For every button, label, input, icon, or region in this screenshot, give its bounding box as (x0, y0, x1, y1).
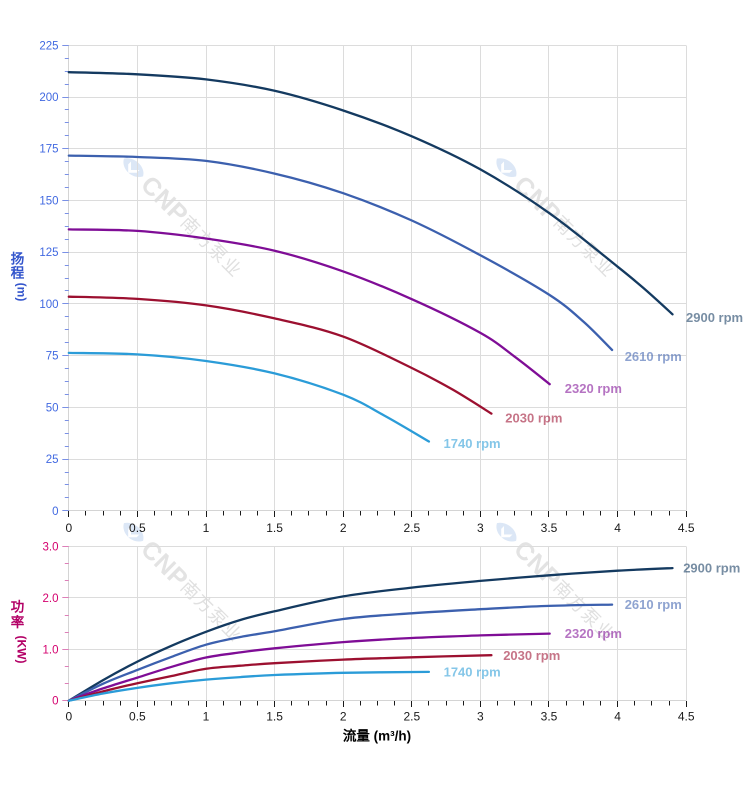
svg-text:4.5: 4.5 (678, 521, 695, 535)
svg-text:25: 25 (46, 454, 59, 466)
svg-text:0.5: 0.5 (129, 521, 146, 535)
svg-text:225: 225 (39, 40, 58, 52)
svg-text:3.5: 3.5 (541, 521, 558, 535)
svg-text:流量 (m³/h): 流量 (m³/h) (343, 728, 411, 744)
svg-text:率: 率 (11, 614, 25, 630)
svg-text:3: 3 (477, 710, 484, 724)
svg-text:75: 75 (46, 351, 59, 363)
svg-text:2030 rpm: 2030 rpm (505, 410, 562, 425)
svg-text:功: 功 (11, 600, 25, 615)
svg-text:3: 3 (477, 521, 484, 535)
svg-text:扬: 扬 (11, 251, 25, 267)
svg-text:1: 1 (203, 710, 210, 724)
svg-text:2.0: 2.0 (43, 593, 59, 605)
svg-text:3.0: 3.0 (43, 542, 59, 554)
svg-text:50: 50 (46, 402, 59, 414)
svg-text:1740 rpm: 1740 rpm (444, 665, 501, 680)
svg-text:1: 1 (203, 521, 210, 535)
svg-text:0.5: 0.5 (129, 710, 146, 724)
svg-text:125: 125 (39, 247, 58, 259)
svg-text:0: 0 (52, 506, 58, 518)
svg-text:4: 4 (614, 710, 621, 724)
svg-text:100: 100 (39, 299, 58, 311)
svg-text:2.5: 2.5 (403, 521, 420, 535)
svg-text:2320 rpm: 2320 rpm (565, 626, 622, 641)
svg-text:4.5: 4.5 (678, 710, 695, 724)
svg-text:175: 175 (39, 144, 58, 156)
svg-text:2900 rpm: 2900 rpm (686, 310, 743, 325)
svg-text:2320 rpm: 2320 rpm (565, 381, 622, 396)
svg-text:0: 0 (65, 710, 72, 724)
svg-text:(KW): (KW) (15, 636, 29, 664)
svg-text:2: 2 (340, 521, 347, 535)
svg-text:3.5: 3.5 (541, 710, 558, 724)
svg-text:0: 0 (65, 521, 72, 535)
svg-text:1.0: 1.0 (43, 644, 59, 656)
svg-text:4: 4 (614, 521, 621, 535)
svg-text:1.5: 1.5 (266, 521, 283, 535)
svg-text:2610 rpm: 2610 rpm (625, 349, 682, 364)
svg-text:(m): (m) (15, 283, 29, 302)
svg-text:程: 程 (11, 266, 25, 281)
svg-text:2900 rpm: 2900 rpm (683, 561, 740, 576)
svg-text:0: 0 (52, 696, 58, 708)
svg-text:200: 200 (39, 92, 58, 104)
svg-text:150: 150 (39, 196, 58, 208)
svg-text:1740 rpm: 1740 rpm (444, 436, 501, 451)
svg-text:2030 rpm: 2030 rpm (503, 648, 560, 663)
svg-text:2610 rpm: 2610 rpm (625, 597, 682, 612)
svg-text:2.5: 2.5 (403, 710, 420, 724)
svg-text:2: 2 (340, 710, 347, 724)
svg-text:1.5: 1.5 (266, 710, 283, 724)
